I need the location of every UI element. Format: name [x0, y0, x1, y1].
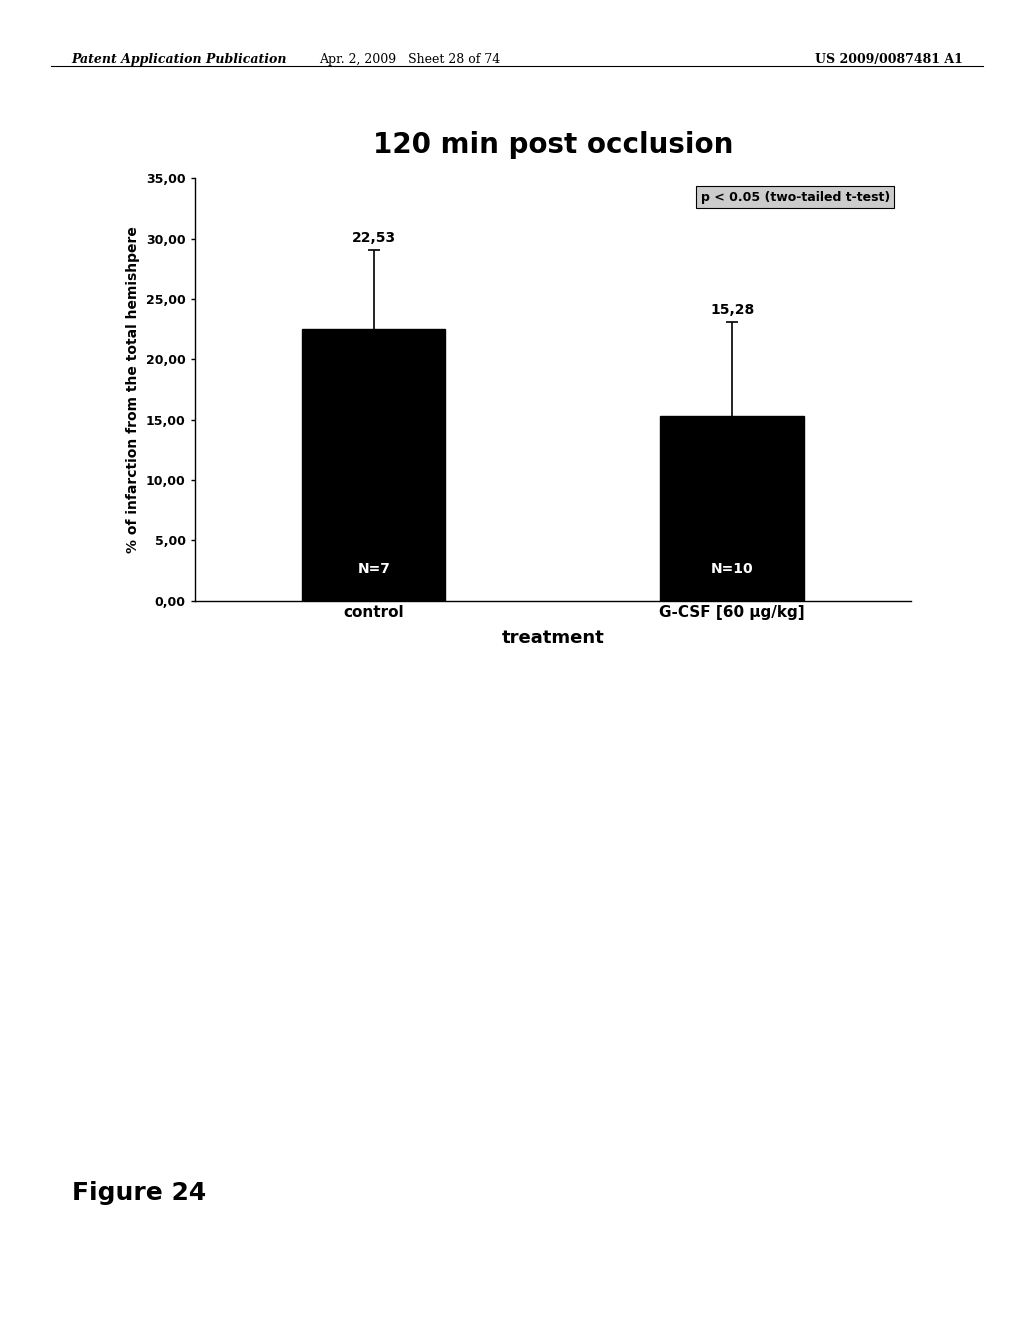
X-axis label: treatment: treatment — [502, 628, 604, 647]
Text: N=7: N=7 — [357, 562, 390, 577]
Text: Apr. 2, 2009   Sheet 28 of 74: Apr. 2, 2009 Sheet 28 of 74 — [318, 53, 501, 66]
Text: Patent Application Publication: Patent Application Publication — [72, 53, 287, 66]
Text: 22,53: 22,53 — [351, 231, 396, 246]
Title: 120 min post occlusion: 120 min post occlusion — [373, 131, 733, 160]
Text: Figure 24: Figure 24 — [72, 1181, 206, 1205]
Text: 15,28: 15,28 — [710, 304, 755, 317]
Text: US 2009/0087481 A1: US 2009/0087481 A1 — [815, 53, 963, 66]
Bar — [302, 329, 445, 601]
Text: p < 0.05 (two-tailed t-test): p < 0.05 (two-tailed t-test) — [700, 191, 890, 203]
Y-axis label: % of infarction from the total hemishpere: % of infarction from the total hemishper… — [126, 226, 140, 553]
Text: N=10: N=10 — [711, 562, 754, 577]
Bar — [660, 416, 804, 601]
